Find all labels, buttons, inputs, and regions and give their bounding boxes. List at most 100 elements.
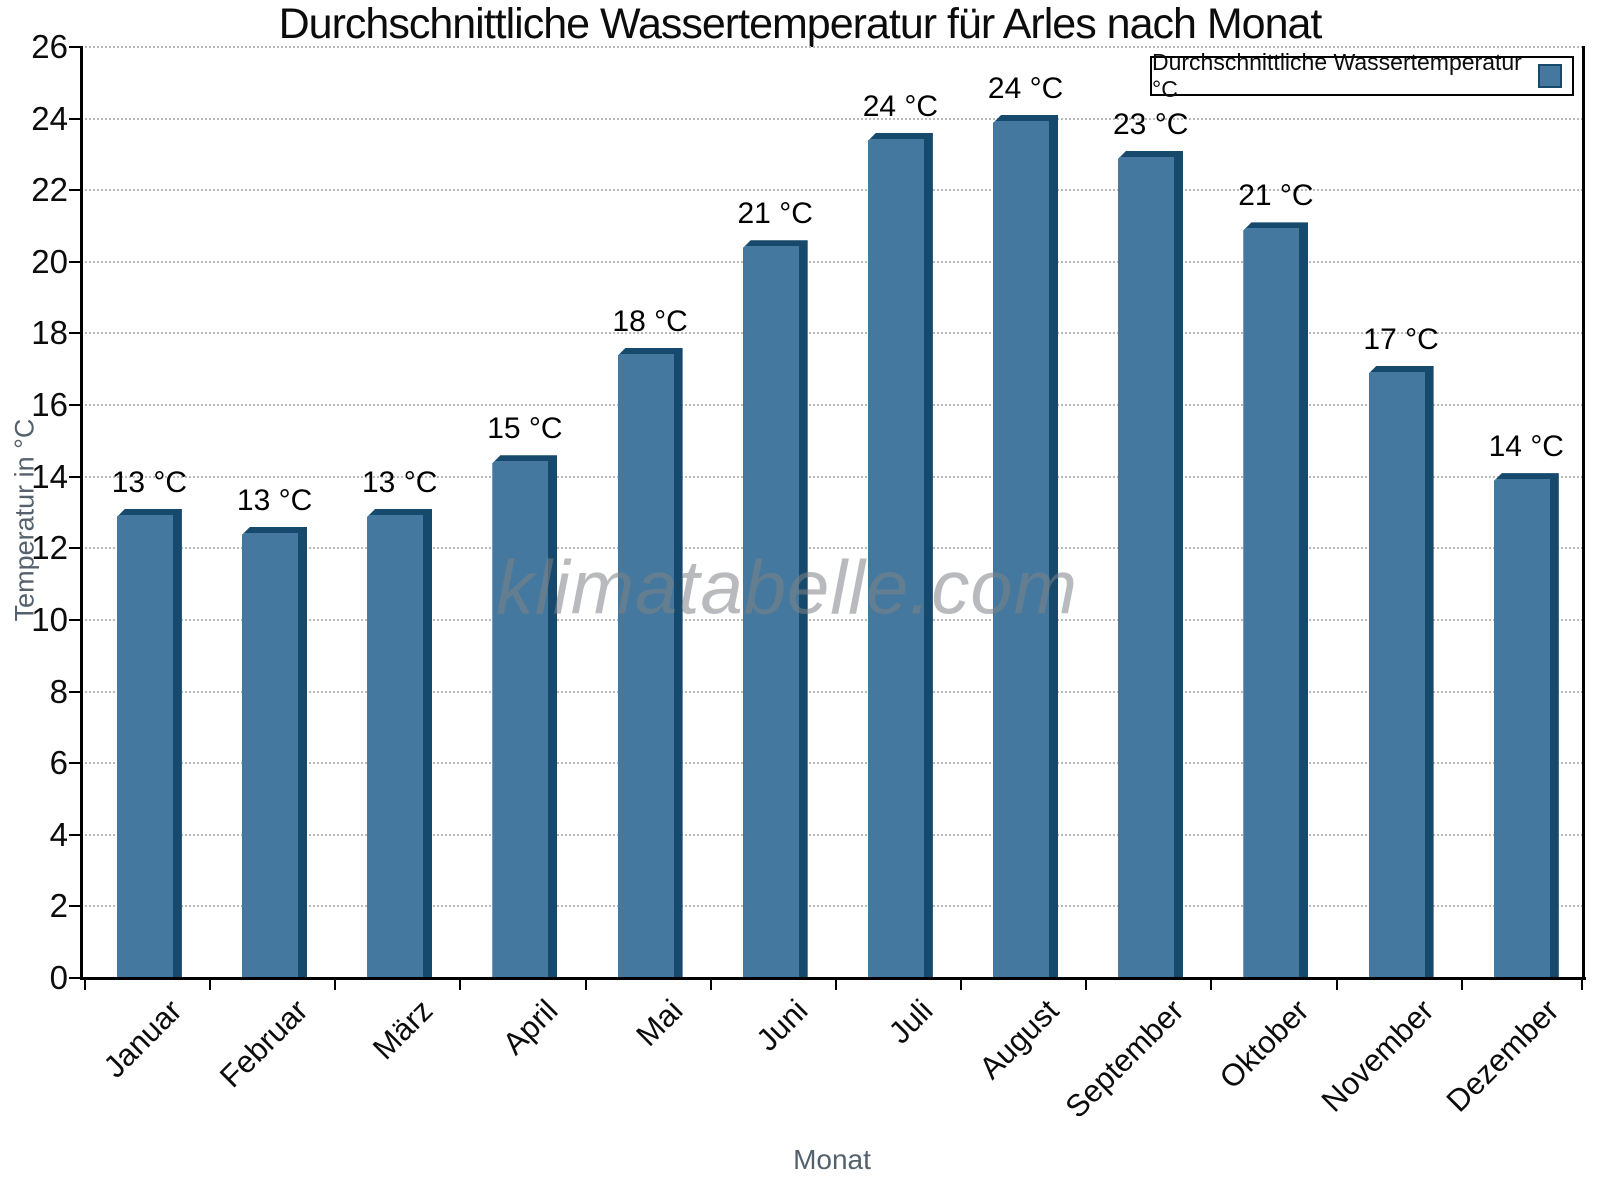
bar-märz — [367, 508, 433, 978]
bar-value-label: 15 °C — [487, 412, 563, 446]
y-axis-tick — [69, 833, 81, 836]
y-axis-tick — [69, 117, 81, 120]
chart-title: Durchschnittliche Wassertemperatur für A… — [278, 0, 1323, 48]
bar-face — [1368, 371, 1425, 978]
y-axis-tick — [69, 690, 81, 693]
y-axis-title: Temperatur in °C — [9, 418, 40, 622]
y-tick-label: 6 — [49, 744, 68, 782]
bar-november — [1368, 365, 1434, 978]
bar-januar — [116, 508, 182, 978]
y-tick-label: 24 — [31, 99, 68, 137]
watermark: klimatabelle.com — [496, 545, 1078, 631]
bar-value-label: 24 °C — [862, 89, 939, 123]
x-axis-tick — [459, 978, 462, 990]
gridline — [81, 189, 1583, 192]
bar-face — [1118, 156, 1175, 978]
y-axis-tick — [69, 260, 81, 263]
x-axis-tick — [1210, 978, 1213, 990]
bar-september — [1118, 150, 1184, 978]
x-axis-tick — [83, 978, 86, 990]
bar-value-label: 13 °C — [362, 465, 438, 499]
gridline — [81, 475, 1583, 478]
y-axis-tick — [69, 45, 81, 48]
legend-swatch — [1538, 64, 1562, 88]
gridline — [81, 547, 1583, 550]
y-tick-label: 16 — [31, 386, 68, 423]
bar-value-label: 23 °C — [1113, 107, 1189, 141]
x-axis-title: Monat — [793, 1144, 871, 1175]
bar-face — [993, 121, 1050, 978]
bar-face — [1493, 479, 1550, 978]
y-tick-label: 22 — [31, 171, 68, 209]
gridline — [81, 260, 1583, 263]
legend: Durchschnittliche Wassertemperatur °C — [1150, 49, 1574, 102]
y-axis-tick — [69, 332, 81, 335]
gridline — [81, 690, 1583, 693]
y-axis-tick — [69, 618, 81, 621]
y-tick-label: 12 — [31, 529, 68, 567]
y-tick-label: 26 — [31, 27, 68, 65]
gridline — [81, 833, 1583, 836]
x-axis-tick — [1581, 978, 1583, 990]
bar-face — [242, 532, 299, 978]
y-tick-label: 10 — [31, 600, 68, 638]
bar-juni — [742, 240, 808, 978]
bar-face — [742, 246, 799, 978]
y-axis-tick — [69, 189, 81, 192]
bar-value-label: 18 °C — [612, 304, 688, 338]
bar-face — [617, 353, 674, 978]
y-axis-tick — [69, 404, 81, 406]
bar-august — [993, 115, 1059, 978]
bar-april — [492, 455, 558, 978]
gridline — [81, 618, 1583, 621]
y-tick-label: 0 — [49, 959, 68, 996]
y-axis-tick — [69, 977, 81, 979]
y-axis-line — [80, 46, 83, 980]
x-axis-tick — [209, 978, 211, 990]
y-axis-tick — [69, 762, 81, 765]
bar-value-label: 17 °C — [1363, 322, 1439, 356]
x-axis-line — [80, 977, 1586, 980]
y-tick-label: 18 — [31, 314, 68, 352]
bar-oktober — [1243, 222, 1309, 978]
y-tick-label: 4 — [49, 815, 68, 853]
y-tick-label: 20 — [31, 242, 68, 280]
bar-face — [492, 461, 549, 978]
bar-face — [867, 138, 924, 978]
gridline — [81, 117, 1583, 120]
y-axis-tick — [69, 547, 81, 550]
bar-value-label: 21 °C — [737, 197, 813, 231]
bar-face — [1243, 228, 1300, 978]
bar-mai — [617, 347, 683, 978]
bar-value-label: 13 °C — [111, 465, 188, 499]
x-axis-tick — [960, 978, 962, 990]
bar-value-label: 13 °C — [236, 483, 313, 517]
x-axis-tick — [584, 978, 587, 990]
gridline — [81, 45, 1583, 48]
y-tick-label: 8 — [49, 672, 68, 710]
bar-februar — [242, 526, 308, 978]
legend-label: Durchschnittliche Wassertemperatur °C — [1152, 49, 1522, 102]
plot-right-border — [1582, 46, 1585, 980]
x-axis-tick — [1335, 978, 1338, 990]
y-tick-label: 2 — [49, 887, 68, 925]
bar-value-label: 21 °C — [1238, 179, 1314, 213]
x-axis-tick — [709, 978, 712, 990]
bar-value-label: 24 °C — [987, 72, 1064, 105]
bar-dezember — [1493, 473, 1559, 978]
gridline — [81, 404, 1583, 406]
x-axis-tick — [834, 978, 837, 990]
gridline — [81, 332, 1583, 335]
gridline — [81, 905, 1583, 908]
x-axis-tick — [1085, 978, 1088, 990]
bar-face — [367, 514, 424, 978]
x-axis-tick — [334, 978, 337, 990]
bar-value-label: 14 °C — [1488, 430, 1564, 464]
bar-face — [116, 514, 173, 978]
y-axis-tick — [69, 905, 81, 908]
y-tick-label: 14 — [31, 457, 68, 495]
bar-juli — [867, 132, 933, 978]
y-axis-tick — [69, 475, 81, 478]
x-axis-tick — [1460, 978, 1463, 990]
